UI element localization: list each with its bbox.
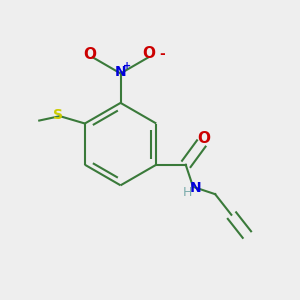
Text: N: N bbox=[190, 181, 202, 195]
Text: O: O bbox=[83, 47, 96, 62]
Text: S: S bbox=[53, 108, 63, 122]
Text: N: N bbox=[115, 65, 126, 79]
Text: O: O bbox=[197, 131, 210, 146]
Text: -: - bbox=[159, 47, 165, 61]
Text: +: + bbox=[123, 61, 131, 71]
Text: H: H bbox=[182, 186, 192, 199]
Text: O: O bbox=[142, 46, 155, 61]
